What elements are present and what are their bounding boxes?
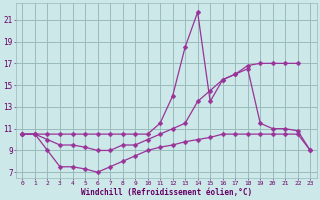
X-axis label: Windchill (Refroidissement éolien,°C): Windchill (Refroidissement éolien,°C) (81, 188, 252, 197)
